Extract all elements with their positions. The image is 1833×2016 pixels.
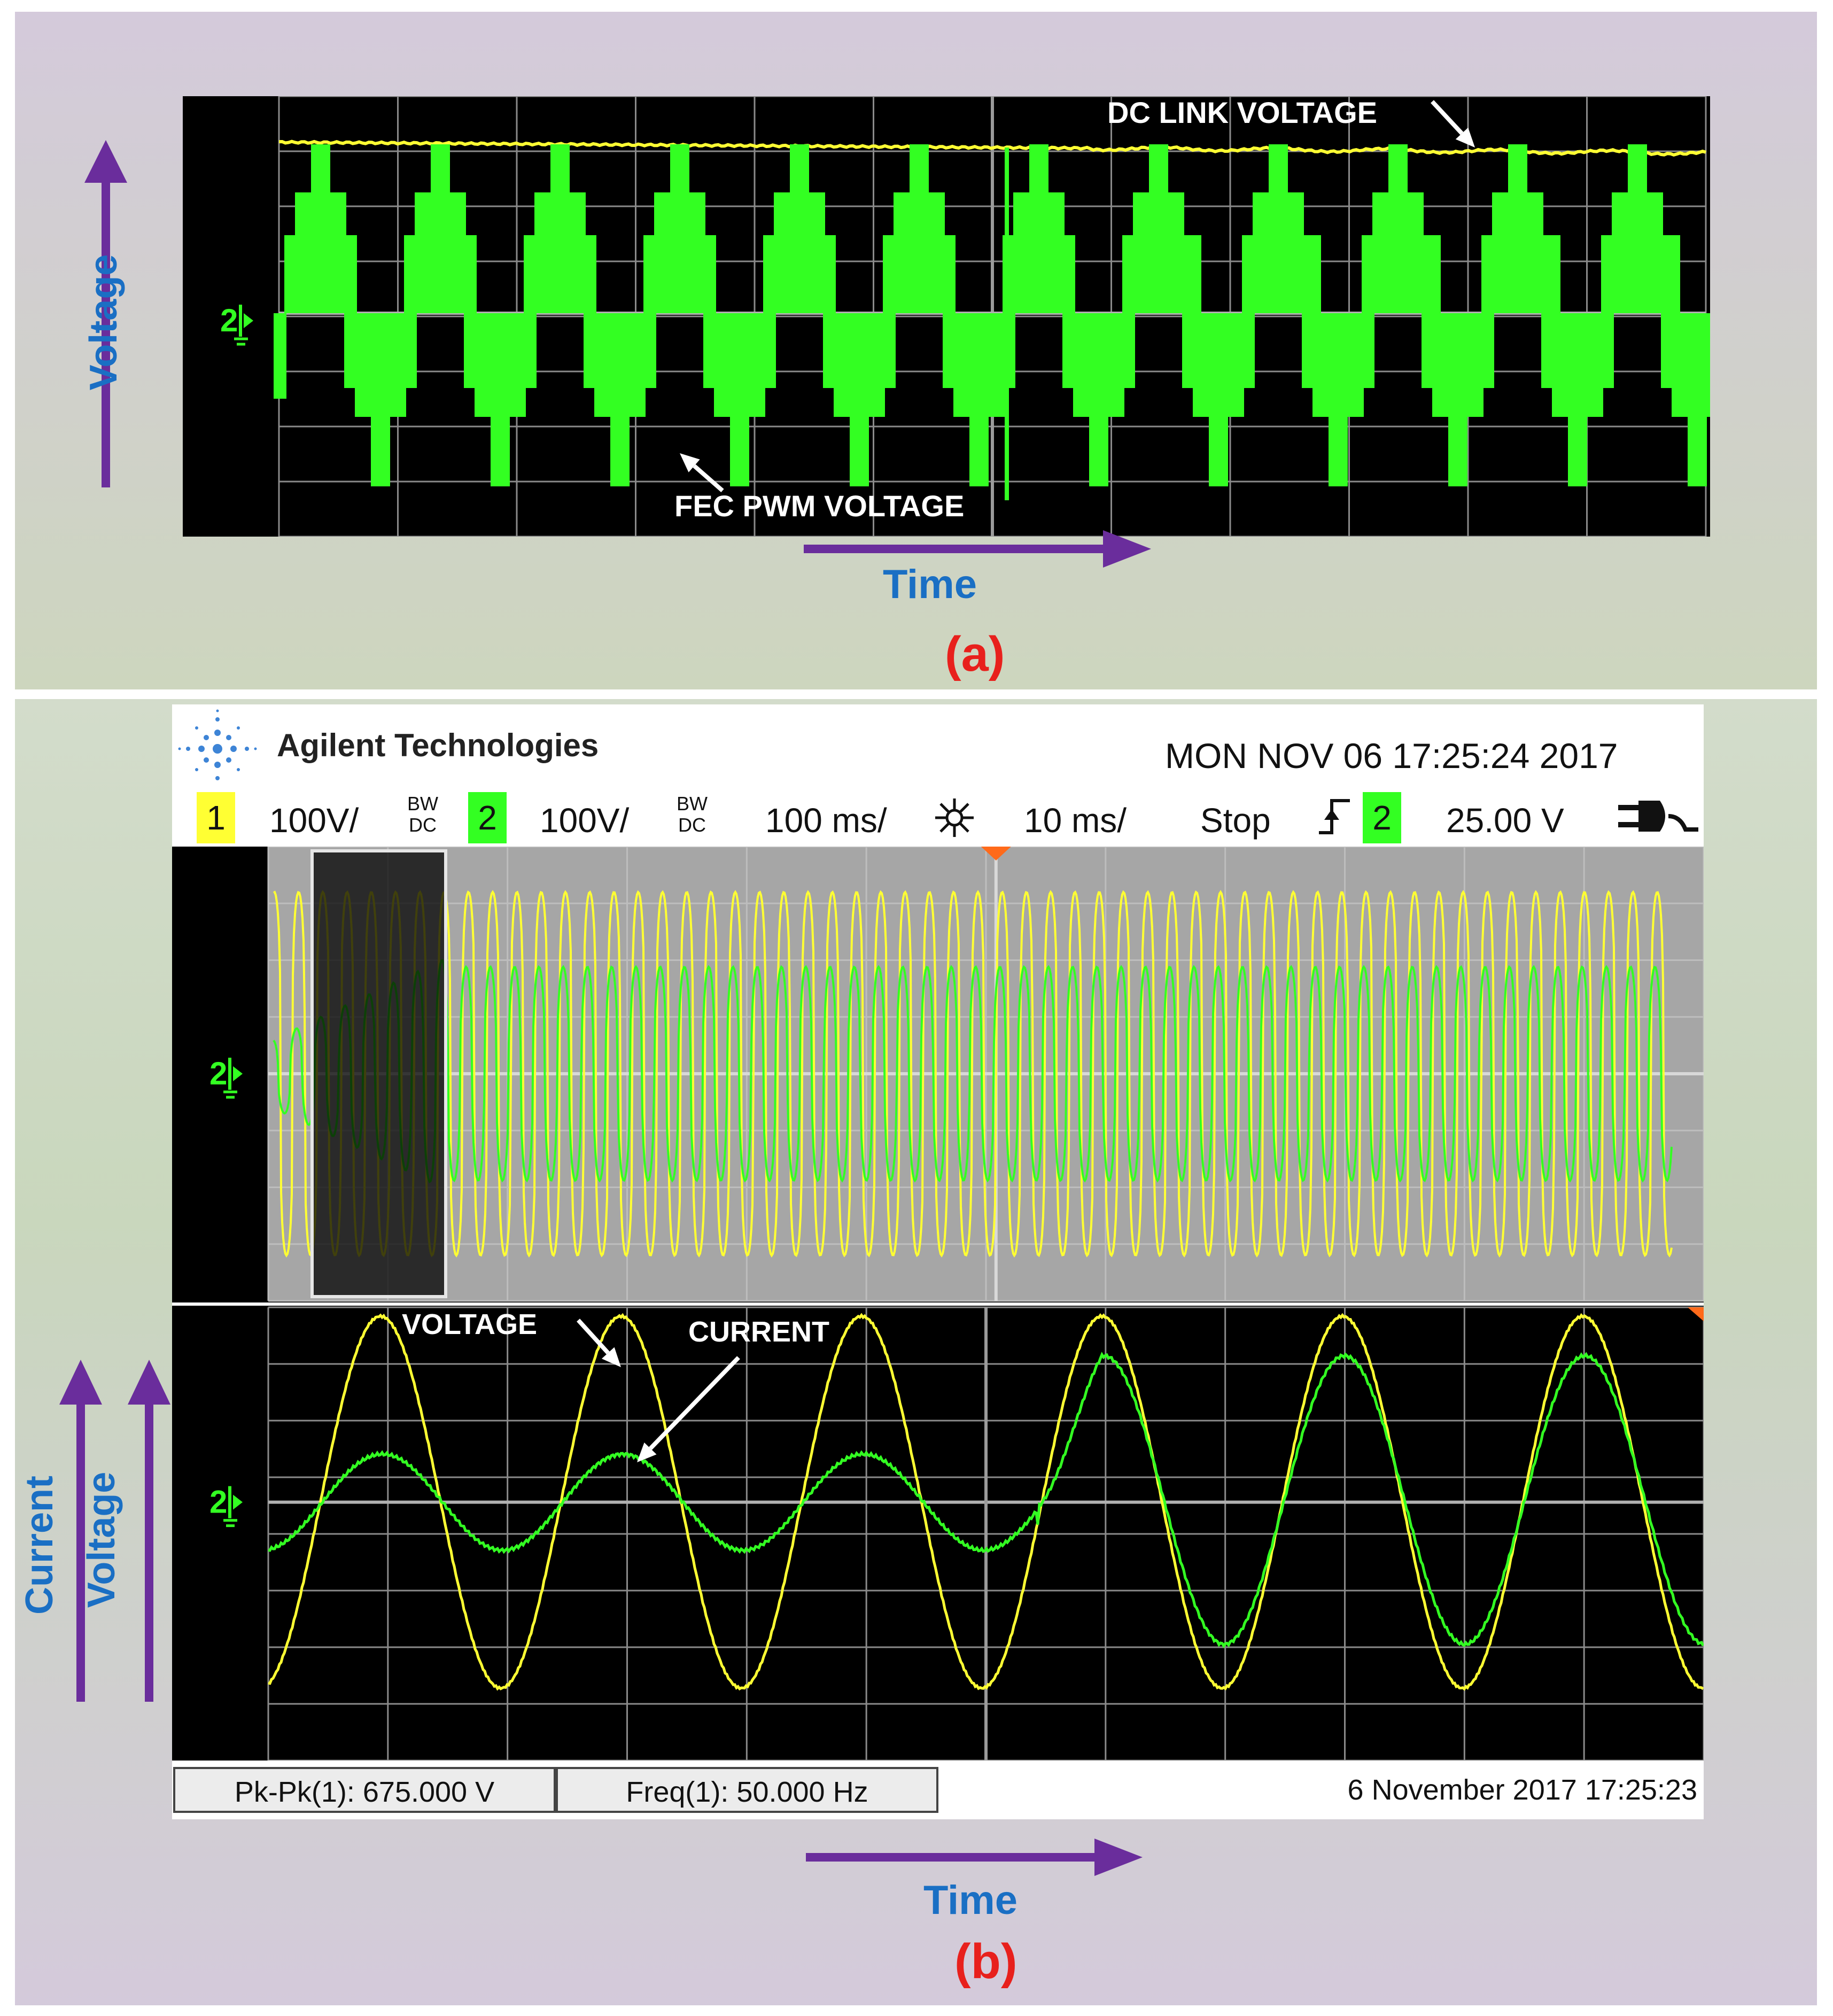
svg-text:2: 2 (209, 1484, 227, 1520)
voltage-arrow-a (84, 140, 127, 487)
time-arrow-b (806, 1839, 1143, 1876)
trigger-level[interactable]: 25.00 V (1446, 801, 1564, 840)
svg-text:2: 2 (220, 303, 238, 338)
panel-a: 2 DC LINK VOLTAGE FEC PWM VOLTAGE Voltage … (15, 12, 1817, 689)
measurement-pkpk[interactable]: Pk-Pk(1): 675.000 V (173, 1767, 556, 1813)
scope-display-b: 2 2 VOLTAGE CURRENT (172, 846, 1705, 1762)
channel2-scale[interactable]: 100V/ (540, 801, 630, 840)
fec-pwm-arrow (680, 453, 724, 493)
ground-marker-bottom-icon: 2 (209, 1484, 243, 1527)
ground-marker-top-icon: 2 (209, 1056, 243, 1099)
trigger-marker-top (981, 847, 1011, 860)
timebase[interactable]: 100 ms/ (765, 801, 887, 840)
brand-name: Agilent Technologies (277, 727, 599, 763)
dc-link-trace (278, 139, 1706, 157)
caption-b: (b) (954, 1934, 1018, 1989)
svg-text:2: 2 (209, 1056, 227, 1091)
caption-a: (a) (945, 627, 1005, 681)
zoom-region-box (310, 849, 447, 1298)
x-axis-label-a: Time (883, 562, 977, 607)
current-arrow-b (59, 1360, 102, 1702)
ground-marker-icon: 2 (220, 303, 253, 346)
y-axis-label-a: Voltage (82, 254, 125, 391)
channel2-coupling: BW DC (677, 793, 708, 836)
scope-screen-a: 2 DC LINK VOLTAGE FEC PWM VOLTAGE (183, 95, 1734, 538)
agilent-logo-icon (178, 709, 257, 780)
power-plug-icon (1618, 801, 1698, 832)
dc-link-arrow (1431, 100, 1475, 148)
channel1-coupling: BW DC (407, 793, 438, 836)
scope-datetime: MON NOV 06 17:25:24 2017 (1165, 736, 1618, 776)
zoom-voltage-trace (268, 1313, 1704, 1691)
voltage-annotation: VOLTAGE (402, 1308, 537, 1340)
current-annotation: CURRENT (688, 1316, 829, 1348)
fec-pwm-trace (274, 144, 1734, 500)
waveform-b: 2 2 VOLTAGE CURRENT (172, 846, 1705, 1762)
trigger-edge-icon (1319, 799, 1350, 834)
channel1-badge[interactable]: 1 (197, 792, 235, 843)
scope-header: Agilent Technologies MON NOV 06 17:25:24… (172, 704, 1704, 846)
fec-pwm-label: FEC PWM VOLTAGE (674, 489, 964, 523)
overview-voltage-trace (273, 890, 1673, 1258)
dc-link-label: DC LINK VOLTAGE (1107, 96, 1377, 129)
zoom-timebase[interactable]: 10 ms/ (1024, 801, 1127, 840)
voltage-annotation-arrow (577, 1319, 621, 1367)
sun-icon (935, 798, 974, 837)
oscilloscope-screen-b: Agilent Technologies MON NOV 06 17:25:24… (172, 704, 1705, 1819)
time-arrow-a (804, 530, 1151, 568)
voltage-arrow-b (128, 1360, 170, 1702)
scope-a-left-strip (183, 96, 278, 537)
current-annotation-arrow (637, 1356, 740, 1462)
trigger-marker-bottom (1688, 1307, 1704, 1321)
channel2-badge[interactable]: 2 (468, 792, 507, 843)
y-axis-label-voltage: Voltage (80, 1471, 123, 1608)
channel1-scale[interactable]: 100V/ (269, 801, 359, 840)
run-state[interactable]: Stop (1200, 801, 1271, 840)
x-axis-label-b: Time (923, 1878, 1018, 1923)
waveform-a: 2 DC LINK VOLTAGE FEC PWM VOLTAGE (183, 95, 1734, 538)
footer-datetime: 6 November 2017 17:25:23 (938, 1767, 1702, 1813)
measurement-freq[interactable]: Freq(1): 50.000 Hz (556, 1767, 938, 1813)
y-axis-label-current: Current (18, 1476, 61, 1615)
trigger-channel-badge[interactable]: 2 (1363, 792, 1401, 843)
overview-current-trace (273, 959, 1673, 1184)
zoom-current-trace (268, 1352, 1705, 1649)
